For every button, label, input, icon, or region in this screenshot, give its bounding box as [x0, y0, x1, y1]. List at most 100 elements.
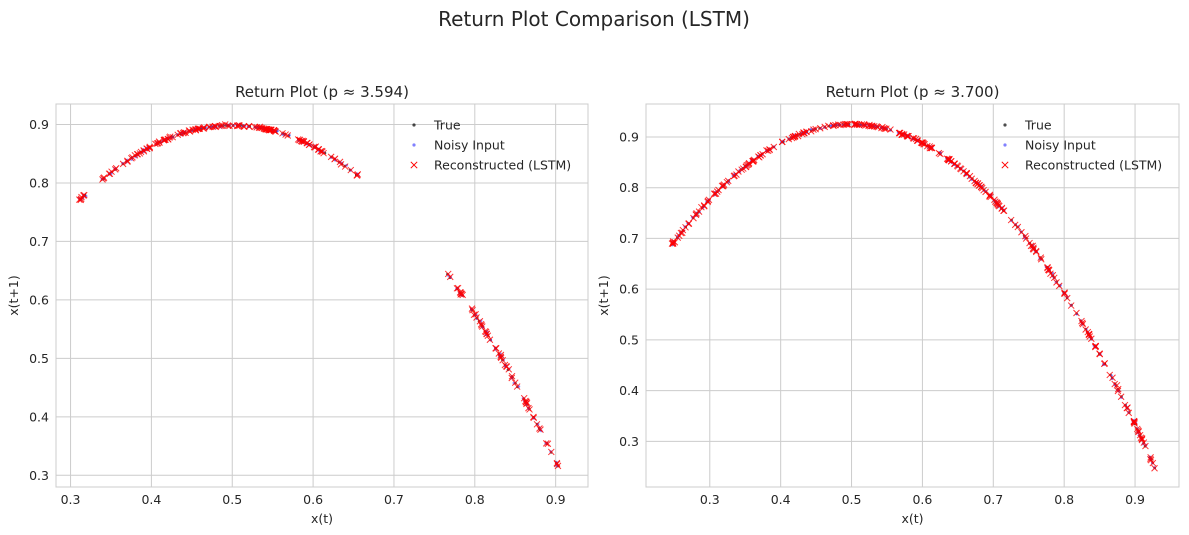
point-reconstructed [554, 462, 562, 470]
point-reconstructed [870, 122, 878, 130]
point-reconstructed [704, 198, 712, 206]
y-tick-label: 0.5 [29, 351, 49, 366]
point-reconstructed [469, 306, 476, 314]
x-ticks-right: 0.3 0.4 0.5 0.6 0.7 0.8 0.9 [700, 492, 1145, 507]
point-reconstructed [926, 144, 934, 152]
point-reconstructed [492, 345, 500, 352]
legend-marker-true [1003, 123, 1007, 127]
point-reconstructed [898, 130, 906, 138]
point-reconstructed [508, 372, 516, 380]
x-tick-label: 0.6 [912, 492, 932, 507]
point-reconstructed [279, 129, 286, 137]
point-reconstructed [297, 137, 305, 145]
point-reconstructed [544, 440, 552, 448]
point-reconstructed [1007, 216, 1015, 224]
point-reconstructed [1061, 290, 1068, 297]
legend-label-noisy: Noisy Input [434, 138, 505, 153]
point-reconstructed [1114, 387, 1122, 395]
point-reconstructed [987, 193, 994, 201]
point-reconstructed [1022, 232, 1029, 240]
point-reconstructed [240, 123, 248, 131]
point-reconstructed [503, 363, 511, 370]
point-reconstructed [533, 420, 541, 428]
legend-marker-reconstructed [410, 161, 418, 169]
point-reconstructed [865, 122, 872, 130]
point-reconstructed [1063, 294, 1071, 302]
point-reconstructed [1114, 385, 1122, 393]
point-reconstructed [1134, 427, 1142, 434]
point-reconstructed [444, 270, 452, 278]
point-reconstructed [698, 203, 705, 211]
point-reconstructed [468, 305, 476, 312]
point-reconstructed [1130, 417, 1138, 425]
point-reconstructed [284, 132, 292, 139]
x-tick-label: 0.3 [61, 492, 81, 507]
point-reconstructed [913, 137, 921, 144]
point-reconstructed [1147, 454, 1154, 461]
point-reconstructed [812, 125, 819, 133]
legend-label-noisy: Noisy Input [1025, 138, 1096, 153]
point-reconstructed [315, 145, 323, 153]
point-reconstructed [258, 124, 266, 132]
x-tick-label: 0.5 [842, 492, 862, 507]
x-tick-label: 0.9 [546, 492, 566, 507]
point-reconstructed [690, 214, 697, 222]
point-reconstructed [682, 223, 689, 231]
point-reconstructed [547, 448, 555, 456]
point-reconstructed [881, 125, 889, 133]
point-reconstructed [1125, 409, 1133, 417]
y-tick-label: 0.9 [619, 129, 639, 144]
point-reconstructed [154, 139, 162, 147]
y-tick-label: 0.8 [619, 180, 639, 195]
point-reconstructed [542, 439, 550, 447]
point-reconstructed [1135, 428, 1142, 436]
point-reconstructed [926, 143, 934, 150]
point-reconstructed [1067, 302, 1075, 309]
point-reconstructed [917, 139, 925, 146]
point-reconstructed [903, 132, 911, 140]
point-reconstructed [77, 195, 85, 203]
point-reconstructed [1117, 393, 1125, 401]
y-axis-label-left: x(t+1) [6, 275, 21, 315]
point-reconstructed [305, 141, 313, 149]
point-reconstructed [1096, 350, 1104, 358]
legend-label-reconstructed: Reconstructed (LSTM) [1025, 158, 1162, 173]
point-reconstructed [742, 163, 750, 170]
point-reconstructed [1037, 255, 1045, 263]
point-reconstructed [271, 127, 279, 135]
x-tick-label: 0.5 [222, 492, 242, 507]
y-tick-label: 0.3 [619, 434, 639, 449]
point-reconstructed [883, 125, 890, 133]
point-reconstructed [1055, 282, 1063, 290]
point-reconstructed [525, 404, 532, 412]
chart-title-right: Return Plot (p ≈ 3.700) [826, 83, 1000, 101]
point-reconstructed [1101, 359, 1109, 367]
point-reconstructed [146, 143, 154, 151]
x-axis-label-left: x(t) [311, 511, 333, 526]
point-reconstructed [1011, 221, 1019, 229]
point-reconstructed [991, 196, 998, 204]
point-reconstructed [119, 160, 127, 168]
y-tick-label: 0.7 [619, 231, 639, 246]
x-tick-label: 0.4 [141, 492, 161, 507]
chart-title-left: Return Plot (p ≈ 3.594) [235, 83, 409, 101]
point-reconstructed [1136, 431, 1144, 439]
point-reconstructed [711, 190, 719, 198]
y-tick-label: 0.6 [29, 292, 49, 307]
point-reconstructed [128, 154, 135, 162]
point-reconstructed [1124, 404, 1131, 411]
point-reconstructed [174, 131, 182, 139]
y-tick-label: 0.5 [619, 332, 639, 347]
point-reconstructed [221, 121, 229, 128]
point-reconstructed [669, 240, 677, 247]
point-reconstructed [182, 129, 189, 137]
y-ticks-right: 0.3 0.4 0.5 0.6 0.7 0.8 0.9 [619, 129, 639, 448]
point-reconstructed [750, 157, 757, 164]
point-reconstructed [124, 157, 131, 165]
point-reconstructed [473, 314, 480, 321]
point-reconstructed [1032, 248, 1040, 256]
point-reconstructed [1047, 270, 1054, 278]
point-reconstructed [458, 290, 466, 298]
point-reconstructed [972, 179, 980, 187]
point-reconstructed [1131, 418, 1138, 426]
